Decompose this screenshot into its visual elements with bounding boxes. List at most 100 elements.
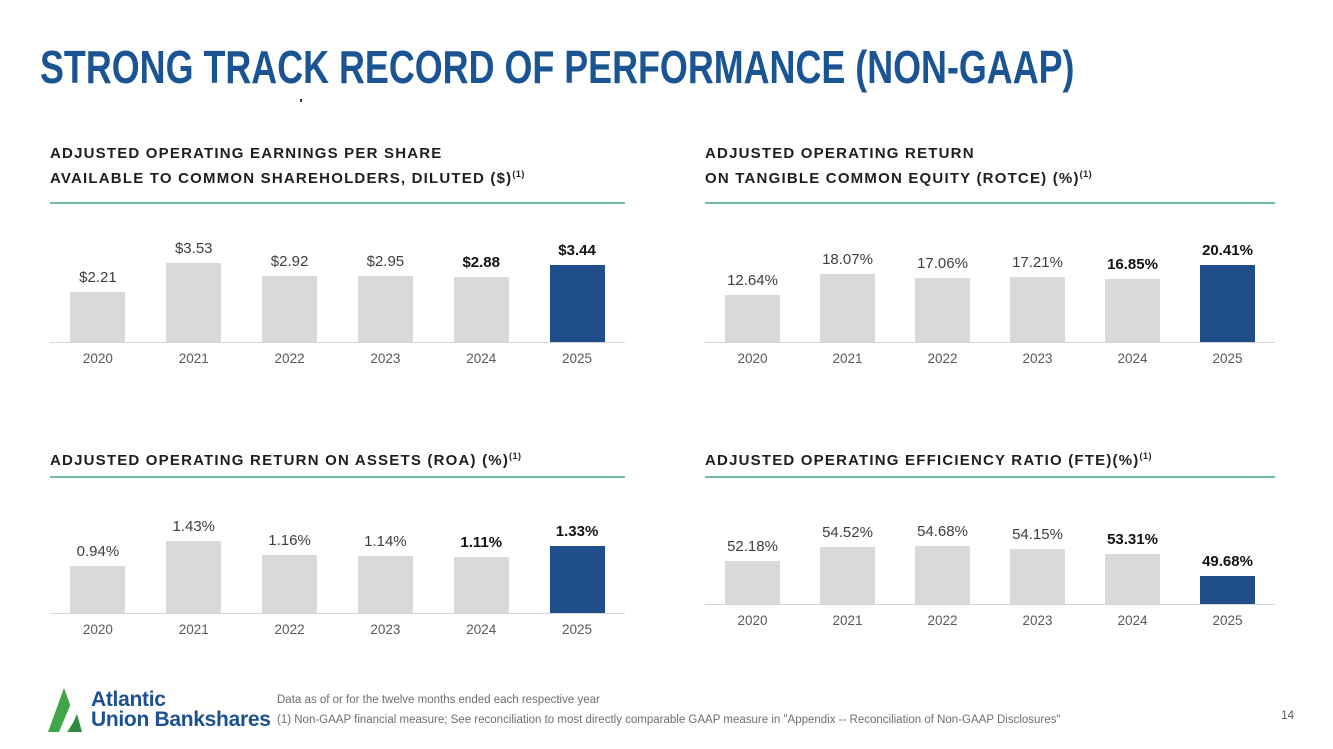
logo-line1: Atlantic — [91, 688, 166, 711]
year-label: 2024 — [1117, 351, 1148, 366]
year-label: 2023 — [370, 351, 401, 366]
bar-column: 20.41% — [1180, 204, 1275, 342]
footnote-line2: (1) Non-GAAP financial measure; See reco… — [277, 714, 1061, 726]
bar-chart-efficiency: 52.18% 54.52% 54.68% 54.15% 53.31% 49.68% — [705, 478, 1275, 604]
footnote-line1: Data as of or for the twelve months ende… — [277, 694, 600, 706]
bar-highlighted — [1200, 265, 1255, 342]
chart-title-line: ADJUSTED OPERATING RETURN — [705, 145, 975, 162]
bar — [1105, 554, 1160, 604]
chart-title-roa: ADJUSTED OPERATING RETURN ON ASSETS (ROA… — [50, 446, 625, 471]
bar — [915, 546, 970, 604]
bar — [357, 276, 413, 342]
bar-value-label: 54.15% — [1012, 526, 1063, 543]
bar — [453, 277, 509, 342]
year-label: 2024 — [466, 351, 497, 366]
slide-title: STRONG TRACK RECORD OF PERFORMANCE (NON-… — [40, 41, 1075, 93]
bar-chart-eps: $2.21 $3.53 $2.92 $2.95 $2.88 $3.44 — [50, 204, 625, 342]
chart-panel-eps: ADJUSTED OPERATING EARNINGS PER SHARE AVA… — [50, 143, 625, 366]
footer: Atlantic Union Bankshares Data as of or … — [47, 686, 1297, 736]
x-axis-labels: 2020 2021 2022 2023 2024 2025 — [50, 351, 625, 366]
bar — [70, 566, 126, 613]
bar-chart-rotce: 12.64% 18.07% 17.06% 17.21% 16.85% 20.41% — [705, 204, 1275, 342]
year-label: 2022 — [274, 622, 305, 637]
year-label: 2021 — [832, 351, 863, 366]
bar-value-label: $3.53 — [174, 240, 213, 257]
chart-title-line: AVAILABLE TO COMMON SHAREHOLDERS, DILUTE… — [50, 170, 513, 187]
year-label: 2025 — [1212, 613, 1243, 628]
footnote-marker: (1) — [509, 451, 522, 461]
bar-value-label: 52.18% — [727, 538, 778, 555]
bar-value-label: $2.95 — [366, 253, 405, 270]
chart-title-rotce: ADJUSTED OPERATING RETURN ON TANGIBLE COM… — [705, 143, 1275, 189]
bar-highlighted — [1200, 576, 1255, 604]
footnote-marker: (1) — [512, 169, 525, 179]
charts-row-bottom: ADJUSTED OPERATING RETURN ON ASSETS (ROA… — [50, 446, 1275, 637]
chart-panel-efficiency: ADJUSTED OPERATING EFFICIENCY RATIO (FTE… — [705, 446, 1275, 637]
year-label: 2023 — [1022, 351, 1053, 366]
year-label: 2023 — [370, 622, 401, 637]
bar-column: 16.85% — [1085, 204, 1180, 342]
chart-title-line: ADJUSTED OPERATING EARNINGS PER SHARE — [50, 145, 443, 162]
bar-column: 18.07% — [800, 204, 895, 342]
bar-value-label: 0.94% — [76, 543, 120, 560]
bar — [70, 292, 126, 342]
bar-column: $3.44 — [529, 204, 625, 342]
year-label: 2024 — [466, 622, 497, 637]
bar — [820, 547, 875, 604]
bar-value-label: $2.92 — [270, 253, 309, 270]
x-axis-line — [705, 604, 1275, 605]
bar-column: 17.06% — [895, 204, 990, 342]
bar-value-label: 17.06% — [917, 255, 968, 272]
bar-value-label: 17.21% — [1012, 254, 1063, 271]
year-label: 2020 — [737, 351, 768, 366]
company-logo: Atlantic Union Bankshares — [47, 688, 271, 732]
charts-row-top: ADJUSTED OPERATING EARNINGS PER SHARE AVA… — [50, 143, 1275, 366]
x-axis-line — [50, 342, 625, 343]
bar-column: 54.68% — [895, 478, 990, 604]
bar-column: 1.43% — [146, 478, 242, 613]
chart-panel-roa: ADJUSTED OPERATING RETURN ON ASSETS (ROA… — [50, 446, 625, 637]
year-label: 2021 — [832, 613, 863, 628]
bar-value-label: 16.85% — [1107, 256, 1158, 273]
chart-title-line: ADJUSTED OPERATING RETURN ON ASSETS (ROA… — [50, 452, 510, 469]
bar-value-label: 18.07% — [822, 251, 873, 268]
footnote-marker: (1) — [1079, 169, 1093, 179]
page-number: 14 — [1281, 710, 1294, 722]
bar-column: 53.31% — [1085, 478, 1180, 604]
footnotes: Data as of or for the twelve months ende… — [277, 690, 1061, 730]
bar-value-label: $3.44 — [558, 242, 596, 259]
bar — [725, 561, 780, 604]
x-axis-line — [705, 342, 1275, 343]
bar-column: $2.92 — [242, 204, 338, 342]
bar — [820, 274, 875, 342]
bar-value-label: 54.52% — [822, 524, 873, 541]
bar — [453, 557, 509, 613]
title-underline — [50, 202, 625, 204]
bar — [725, 295, 780, 342]
year-label: 2022 — [927, 351, 958, 366]
bar-value-label: 1.33% — [555, 523, 599, 540]
year-label: 2025 — [562, 351, 593, 366]
year-label: 2020 — [82, 351, 113, 366]
year-label: 2021 — [178, 351, 209, 366]
bar-value-label: 1.11% — [460, 534, 503, 551]
bar-highlighted — [549, 546, 605, 613]
bar-column: 49.68% — [1180, 478, 1275, 604]
bar — [166, 263, 222, 342]
year-label: 2022 — [927, 613, 958, 628]
bar-column: 1.11% — [433, 478, 529, 613]
bar-column: 1.14% — [337, 478, 433, 613]
bar-column: $2.21 — [50, 204, 146, 342]
bar-value-label: $2.21 — [79, 269, 117, 286]
bar — [1105, 279, 1160, 342]
x-axis-line — [50, 613, 625, 614]
bar-value-label: 53.31% — [1107, 531, 1158, 548]
year-label: 2020 — [82, 622, 113, 637]
bar-column: $2.88 — [433, 204, 529, 342]
year-label: 2025 — [562, 622, 593, 637]
bar-value-label: 54.68% — [917, 523, 968, 540]
bar-column: 1.33% — [529, 478, 625, 613]
chart-panel-rotce: ADJUSTED OPERATING RETURN ON TANGIBLE COM… — [705, 143, 1275, 366]
bar-column: 54.15% — [990, 478, 1085, 604]
bar-highlighted — [549, 265, 605, 342]
